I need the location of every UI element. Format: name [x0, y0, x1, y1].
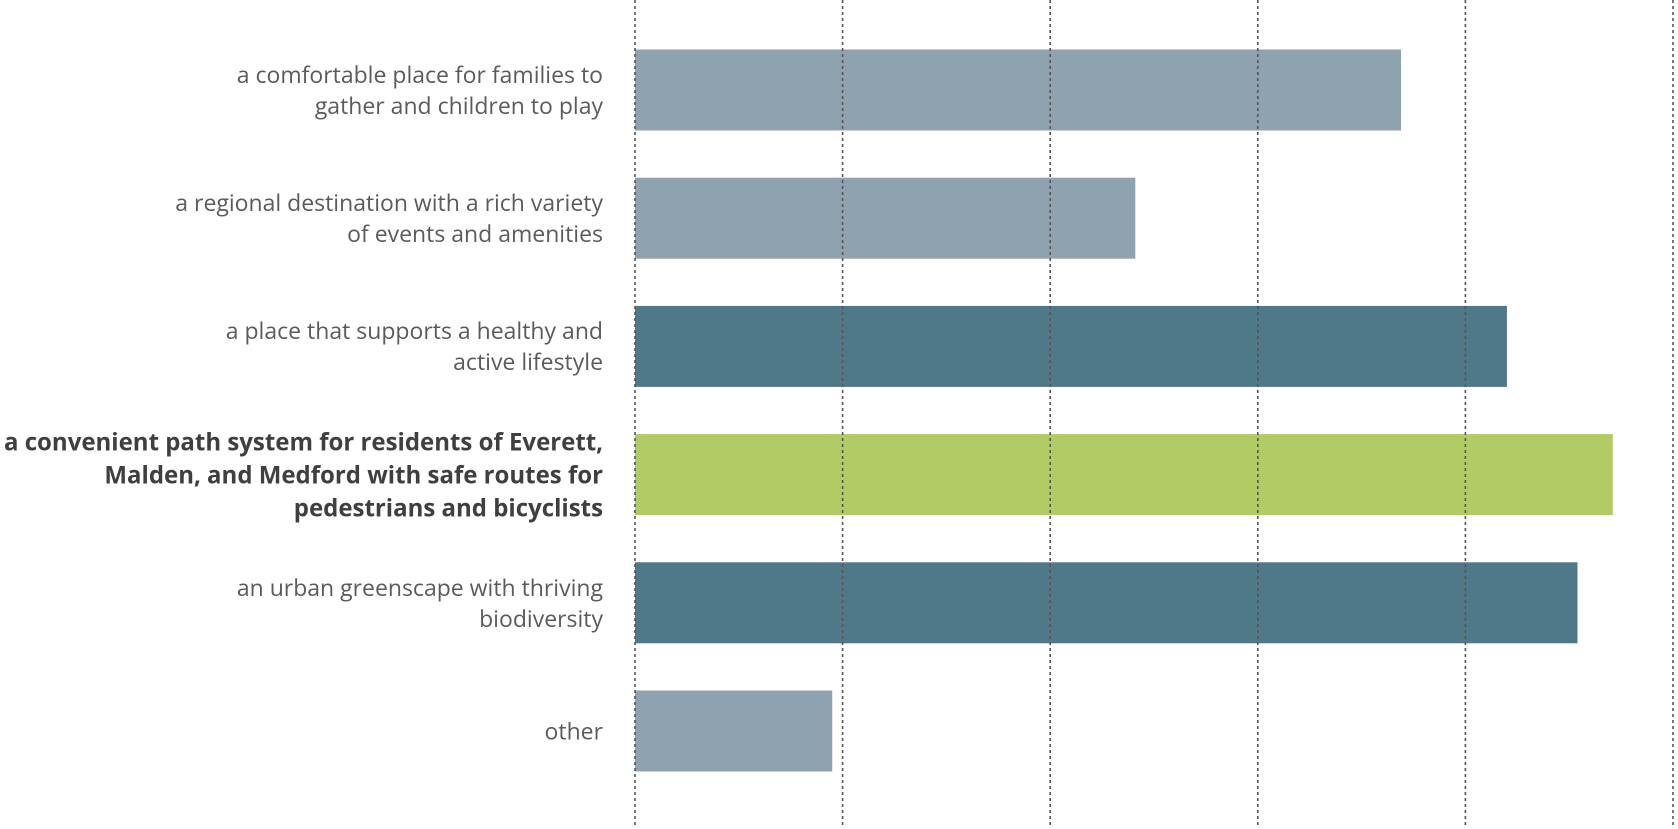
bar — [635, 690, 833, 772]
category-label: a regional destination with a rich varie… — [175, 186, 603, 250]
category-label: a comfortable place for families to gath… — [236, 58, 603, 121]
category-label: other — [544, 714, 603, 747]
bar — [635, 177, 1136, 259]
bar — [635, 49, 1402, 131]
bar — [635, 434, 1613, 516]
category-label: a convenient path system for residents o… — [3, 425, 603, 525]
category-label: a place that supports a healthy and acti… — [225, 314, 603, 378]
bar — [635, 305, 1507, 387]
bar — [635, 562, 1578, 644]
category-label: an urban greenscape with thriving biodiv… — [236, 570, 603, 634]
